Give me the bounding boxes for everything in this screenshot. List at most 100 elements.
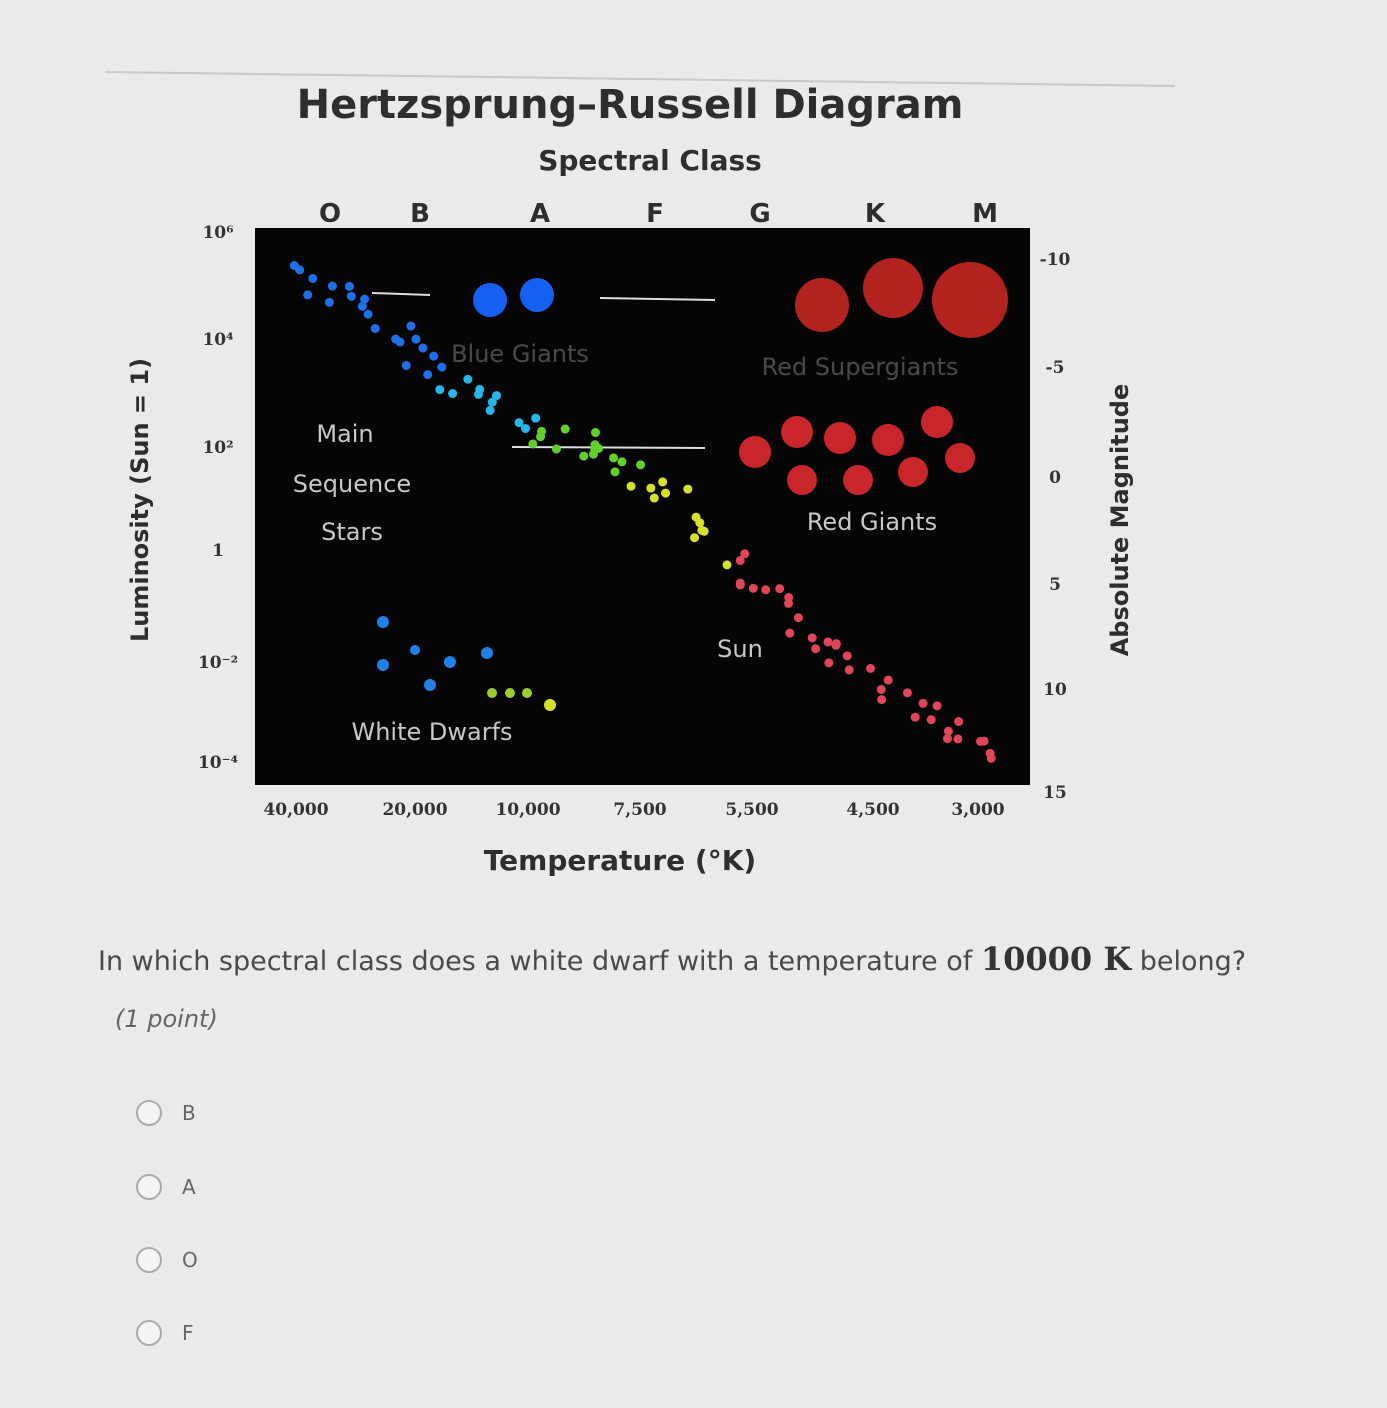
star — [448, 389, 458, 399]
radio-button[interactable] — [136, 1320, 162, 1346]
star — [761, 585, 771, 595]
option-label[interactable]: O — [182, 1248, 198, 1272]
temperature-label: 40,000 — [263, 800, 328, 820]
star — [289, 261, 299, 271]
region-label: Stars — [321, 518, 383, 546]
star — [921, 406, 953, 438]
question-text: belong? — [1131, 946, 1247, 977]
luminosity-label: 1 — [212, 541, 224, 561]
region-label: Sequence — [293, 470, 411, 498]
luminosity-label: 10² — [202, 438, 233, 458]
answer-option[interactable]: B — [136, 1100, 196, 1126]
star — [520, 423, 530, 433]
star — [411, 334, 421, 344]
region-label: Red Supergiants — [762, 353, 959, 381]
star — [617, 457, 627, 467]
star — [942, 734, 952, 744]
star — [865, 663, 875, 673]
temperature-label: 10,000 — [495, 800, 560, 820]
star — [843, 465, 873, 495]
question: In which spectral class does a white dwa… — [98, 940, 1246, 978]
region-label: White Dwarfs — [351, 718, 512, 746]
star — [872, 424, 904, 456]
spectral-class: K — [865, 199, 886, 229]
star — [560, 424, 570, 434]
option-label[interactable]: B — [182, 1101, 196, 1125]
star — [636, 460, 646, 470]
star — [690, 533, 700, 543]
magnitude-label: 5 — [1049, 575, 1061, 595]
answer-option[interactable]: A — [136, 1174, 196, 1200]
option-label[interactable]: F — [182, 1321, 194, 1345]
star — [324, 297, 334, 307]
star — [360, 294, 370, 304]
star — [610, 467, 620, 477]
star — [344, 281, 354, 291]
star — [985, 748, 995, 758]
radio-button[interactable] — [136, 1247, 162, 1273]
star — [590, 428, 600, 438]
star — [473, 389, 483, 399]
star — [594, 443, 604, 453]
option-label[interactable]: A — [182, 1175, 196, 1199]
star — [406, 321, 416, 331]
star — [945, 443, 975, 473]
star — [699, 526, 709, 536]
radio-button[interactable] — [136, 1100, 162, 1126]
star — [739, 436, 771, 468]
star — [932, 262, 1008, 338]
question-math: 10000 K — [980, 940, 1132, 978]
star — [377, 659, 389, 671]
spectral-class: F — [646, 199, 664, 229]
star — [910, 712, 920, 722]
question-text: In which spectral class does a white dwa… — [98, 946, 981, 977]
star — [514, 418, 524, 428]
star — [683, 484, 693, 494]
diagram-title: Hertzsprung–Russell Diagram — [297, 82, 964, 128]
star — [649, 493, 659, 503]
star — [528, 439, 538, 449]
star — [877, 695, 887, 705]
luminosity-label: 10⁴ — [202, 330, 233, 350]
temperature-label: 3,000 — [951, 800, 1004, 820]
star — [722, 560, 732, 570]
star — [303, 290, 313, 300]
luminosity-label: 10⁻² — [198, 653, 238, 673]
star — [485, 405, 495, 415]
spectral-class: B — [410, 199, 430, 229]
star — [795, 278, 849, 332]
star — [658, 477, 668, 487]
arrow — [511, 446, 706, 449]
star — [544, 699, 556, 711]
star — [883, 675, 893, 685]
region-label: Red Giants — [807, 508, 937, 536]
star — [522, 688, 532, 698]
arrow — [371, 292, 431, 296]
temperature-label: 5,500 — [725, 800, 778, 820]
star — [444, 656, 456, 668]
star — [626, 481, 636, 491]
star — [487, 688, 497, 698]
star — [429, 351, 439, 361]
star — [785, 628, 795, 638]
answer-option[interactable]: F — [136, 1320, 194, 1346]
answer-option[interactable]: O — [136, 1247, 198, 1273]
spectral-class: O — [319, 199, 341, 229]
star — [823, 637, 833, 647]
star — [735, 556, 745, 566]
divider — [104, 71, 1176, 87]
left-axis-title: Luminosity (Sun = 1) — [126, 358, 154, 642]
star — [898, 457, 928, 487]
star — [473, 283, 507, 317]
radio-button[interactable] — [136, 1174, 162, 1200]
magnitude-label: 0 — [1049, 468, 1061, 488]
star — [975, 736, 985, 746]
region-label: Sun — [717, 635, 763, 663]
star — [377, 616, 389, 628]
star — [902, 688, 912, 698]
stars — [289, 258, 1008, 763]
star — [481, 647, 493, 659]
points: (1 point) — [115, 1005, 218, 1033]
star — [824, 658, 834, 668]
